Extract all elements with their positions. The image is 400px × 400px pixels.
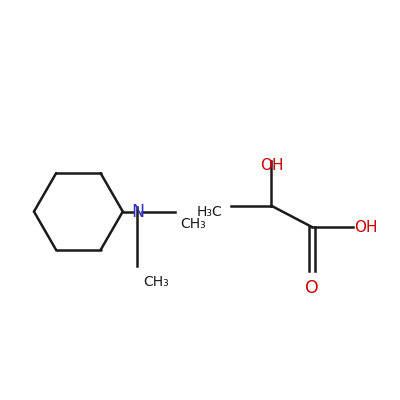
Text: OH: OH bbox=[354, 220, 377, 234]
Text: N: N bbox=[131, 202, 144, 220]
Text: CH₃: CH₃ bbox=[143, 275, 169, 289]
Text: H₃C: H₃C bbox=[197, 204, 222, 218]
Text: OH: OH bbox=[260, 158, 283, 172]
Text: O: O bbox=[305, 279, 319, 297]
Text: CH₃: CH₃ bbox=[180, 217, 206, 231]
